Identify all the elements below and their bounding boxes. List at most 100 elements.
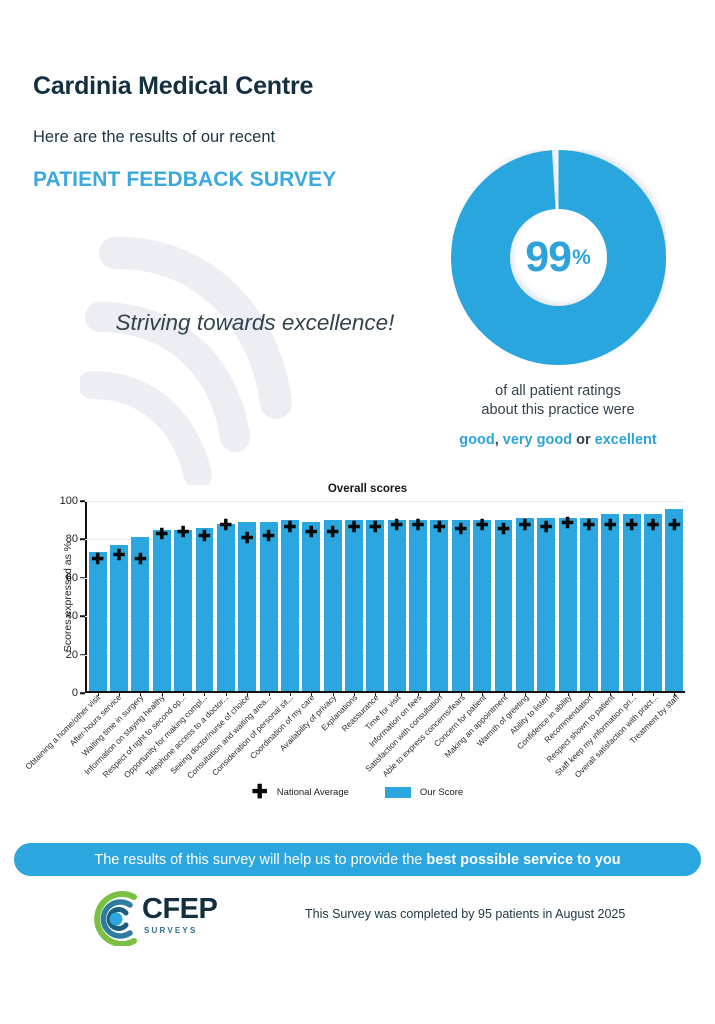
chart-bar-slot[interactable] — [557, 501, 578, 696]
chart-bar-slot[interactable] — [343, 501, 364, 696]
y-tick-mark — [80, 500, 85, 502]
chart-bar[interactable] — [259, 521, 278, 691]
y-tick-mark — [80, 615, 85, 617]
y-tick-label: 20 — [65, 648, 78, 661]
chart-bar[interactable] — [387, 520, 406, 691]
donut-value: 99 — [525, 233, 572, 281]
chart-bar-slot[interactable] — [621, 501, 642, 696]
chart-bar[interactable] — [323, 520, 342, 691]
chart-bar[interactable] — [131, 537, 150, 691]
donut-percent-symbol: % — [572, 245, 591, 269]
chart-bar-slot[interactable] — [536, 501, 557, 696]
legend-our-score-swatch — [384, 787, 411, 798]
chart-bar-slot[interactable] — [493, 501, 514, 696]
rating-conjunction: or — [576, 432, 591, 449]
x-tick-mark — [97, 692, 99, 696]
chart-bar-slot[interactable] — [471, 501, 492, 696]
cfep-logo-text: CFEP SURVEYS — [142, 895, 218, 936]
chart-bar-slot[interactable] — [600, 501, 621, 696]
chart-bar[interactable] — [366, 520, 385, 691]
chart-bar-slot[interactable] — [322, 501, 343, 696]
x-tick-mark — [247, 692, 249, 696]
chart-bar[interactable] — [430, 520, 449, 691]
chart-bar[interactable] — [665, 508, 684, 691]
chart-bar-slot[interactable] — [450, 501, 471, 696]
chart-bar[interactable] — [409, 520, 428, 691]
background-swoosh-decoration — [80, 236, 292, 485]
chart-bar[interactable] — [280, 520, 299, 691]
x-tick-mark — [225, 692, 227, 696]
tagline-text: Striving towards excellence! — [115, 310, 395, 335]
chart-bar-slot[interactable] — [429, 501, 450, 696]
x-tick-mark — [653, 692, 655, 696]
chart-bar[interactable] — [494, 520, 513, 691]
chart-bar-slot[interactable] — [172, 501, 193, 696]
legend-plus-icon: ✚ — [251, 782, 268, 803]
rating-good: good — [459, 432, 495, 449]
chart-bar-slot[interactable] — [578, 501, 599, 696]
chart-bar-slot[interactable] — [407, 501, 428, 696]
chart-bar-slot[interactable] — [215, 501, 236, 696]
chart-bar[interactable] — [537, 518, 556, 691]
donut-caption: of all patient ratings about this practi… — [418, 382, 698, 419]
chart-bar[interactable] — [473, 520, 492, 691]
cfep-logo-subtitle: SURVEYS — [144, 926, 198, 935]
chart-bar-slot[interactable] — [194, 501, 215, 696]
x-axis-label: Obtaining a home/other visit — [23, 693, 103, 772]
chart-bar-slot[interactable] — [237, 501, 258, 696]
chart-bar-slot[interactable] — [108, 501, 129, 696]
chart-bar[interactable] — [451, 520, 470, 691]
footer-block: CFEP SURVEYS This Survey was completed b… — [0, 885, 715, 955]
chart-bar[interactable] — [558, 518, 577, 691]
donut-caption-line2: about this practice were — [481, 401, 635, 418]
chart-bar-slot[interactable] — [130, 501, 151, 696]
x-tick-mark — [503, 692, 505, 696]
chart-bar-slot[interactable] — [301, 501, 322, 696]
gridline — [85, 501, 685, 502]
x-tick-mark — [204, 692, 206, 696]
chart-bar[interactable] — [302, 521, 321, 691]
cfep-logo-icon — [94, 891, 137, 946]
gridline — [85, 577, 685, 579]
chart-bar[interactable] — [515, 518, 534, 691]
chart-bar[interactable] — [644, 514, 662, 691]
chart-bar-slot[interactable] — [87, 501, 108, 696]
chart-bar[interactable] — [601, 514, 620, 691]
chart-bar[interactable] — [216, 523, 235, 691]
chart-bar-slot[interactable] — [514, 501, 535, 696]
header-block: Cardinia Medical Centre Here are the res… — [33, 72, 453, 192]
chart-bar-slot[interactable] — [642, 501, 663, 696]
gridline — [85, 539, 685, 541]
chart-bar[interactable] — [579, 518, 598, 691]
x-tick-mark — [183, 692, 185, 696]
x-tick-mark — [140, 692, 142, 696]
chart-bar[interactable] — [238, 521, 257, 691]
x-tick-mark — [460, 692, 462, 696]
chart-bar-slot[interactable] — [151, 501, 172, 696]
cfep-logo-dot — [109, 912, 123, 926]
banner-text-plain: The results of this survey will help us … — [94, 851, 427, 868]
chart-bar[interactable] — [110, 544, 128, 691]
donut-svg — [450, 150, 666, 365]
donut-chart: 99% — [450, 150, 666, 365]
x-tick-mark — [674, 692, 676, 696]
chart-bar-slot[interactable] — [386, 501, 407, 696]
chart-bar[interactable] — [174, 529, 193, 691]
chart-bar[interactable] — [88, 552, 107, 691]
chart-bar[interactable] — [622, 514, 641, 691]
chart-bar-slot[interactable] — [279, 501, 300, 696]
chart-bar-slot[interactable] — [664, 501, 685, 696]
x-tick-mark — [311, 692, 313, 696]
chart-bar[interactable] — [152, 529, 171, 691]
x-tick-mark — [268, 692, 270, 696]
chart-bar[interactable] — [195, 527, 214, 691]
y-tick-label: 80 — [65, 533, 78, 546]
intro-line: Here are the results of our recent — [33, 128, 276, 146]
x-tick-mark — [439, 692, 441, 696]
donut-caption-line1: of all patient ratings — [495, 383, 621, 399]
chart-bar-slot[interactable] — [365, 501, 386, 696]
chart-bar[interactable] — [345, 520, 363, 691]
chart-bar-slot[interactable] — [258, 501, 279, 696]
x-tick-mark — [588, 692, 590, 696]
legend-national-average-label: National Average — [276, 787, 349, 798]
